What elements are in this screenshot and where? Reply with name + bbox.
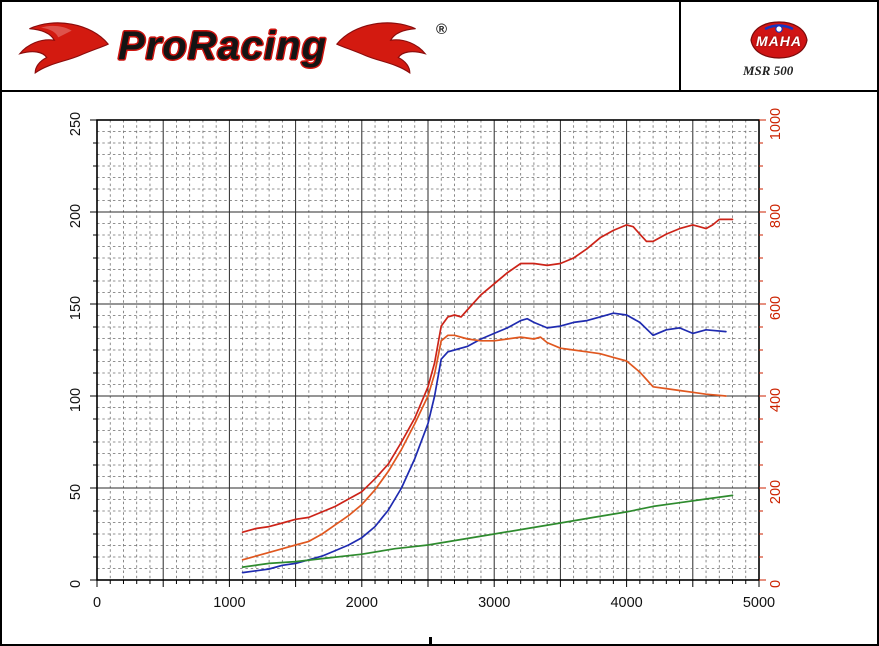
proracing-logo: ProRacing ® <box>2 2 679 90</box>
svg-text:200: 200 <box>768 480 784 504</box>
brand-text: ProRacing <box>118 23 328 68</box>
maha-logo: MAHA MSR 500 <box>679 2 877 90</box>
svg-text:3000: 3000 <box>478 595 510 611</box>
chart-region: 0 1000 2000 3000 4000 5000 0 50 100 150 200 250 0 200… <box>2 92 877 636</box>
flame-right-icon <box>335 22 427 74</box>
svg-text:50: 50 <box>68 484 84 500</box>
svg-text:4000: 4000 <box>610 595 642 611</box>
series-engine-power <box>241 218 734 534</box>
svg-text:800: 800 <box>768 204 784 228</box>
flame-left-icon <box>18 22 110 74</box>
svg-text:0: 0 <box>68 580 84 588</box>
svg-text:400: 400 <box>768 388 784 412</box>
svg-text:100: 100 <box>68 388 84 412</box>
series-torque <box>241 334 727 561</box>
series-wheel-power <box>241 312 727 574</box>
proracing-logo-group: ProRacing ® <box>16 15 447 77</box>
svg-text:0: 0 <box>768 580 784 588</box>
svg-text:250: 250 <box>68 112 84 136</box>
svg-text:200: 200 <box>68 204 84 228</box>
svg-text:150: 150 <box>68 296 84 320</box>
maha-badge-icon: MAHA <box>748 19 810 61</box>
svg-text:1000: 1000 <box>213 595 245 611</box>
report-header: ProRacing ® MAHA MSR 500 <box>2 2 877 92</box>
svg-text:1000: 1000 <box>768 108 784 140</box>
svg-text:600: 600 <box>768 296 784 320</box>
dyno-chart: 0 1000 2000 3000 4000 5000 0 50 100 150 200 250 0 200… <box>68 108 784 611</box>
svg-text:0: 0 <box>93 595 101 611</box>
svg-text:5000: 5000 <box>743 595 775 611</box>
svg-text:2000: 2000 <box>346 595 378 611</box>
maha-brand-text: MAHA <box>756 33 802 49</box>
registered-trademark: ® <box>435 21 448 38</box>
bottom-center-tick <box>429 637 432 644</box>
series-drag-loss-power <box>241 494 734 568</box>
maha-shield-icon <box>750 21 808 59</box>
device-model-label: MSR 500 <box>743 63 794 78</box>
